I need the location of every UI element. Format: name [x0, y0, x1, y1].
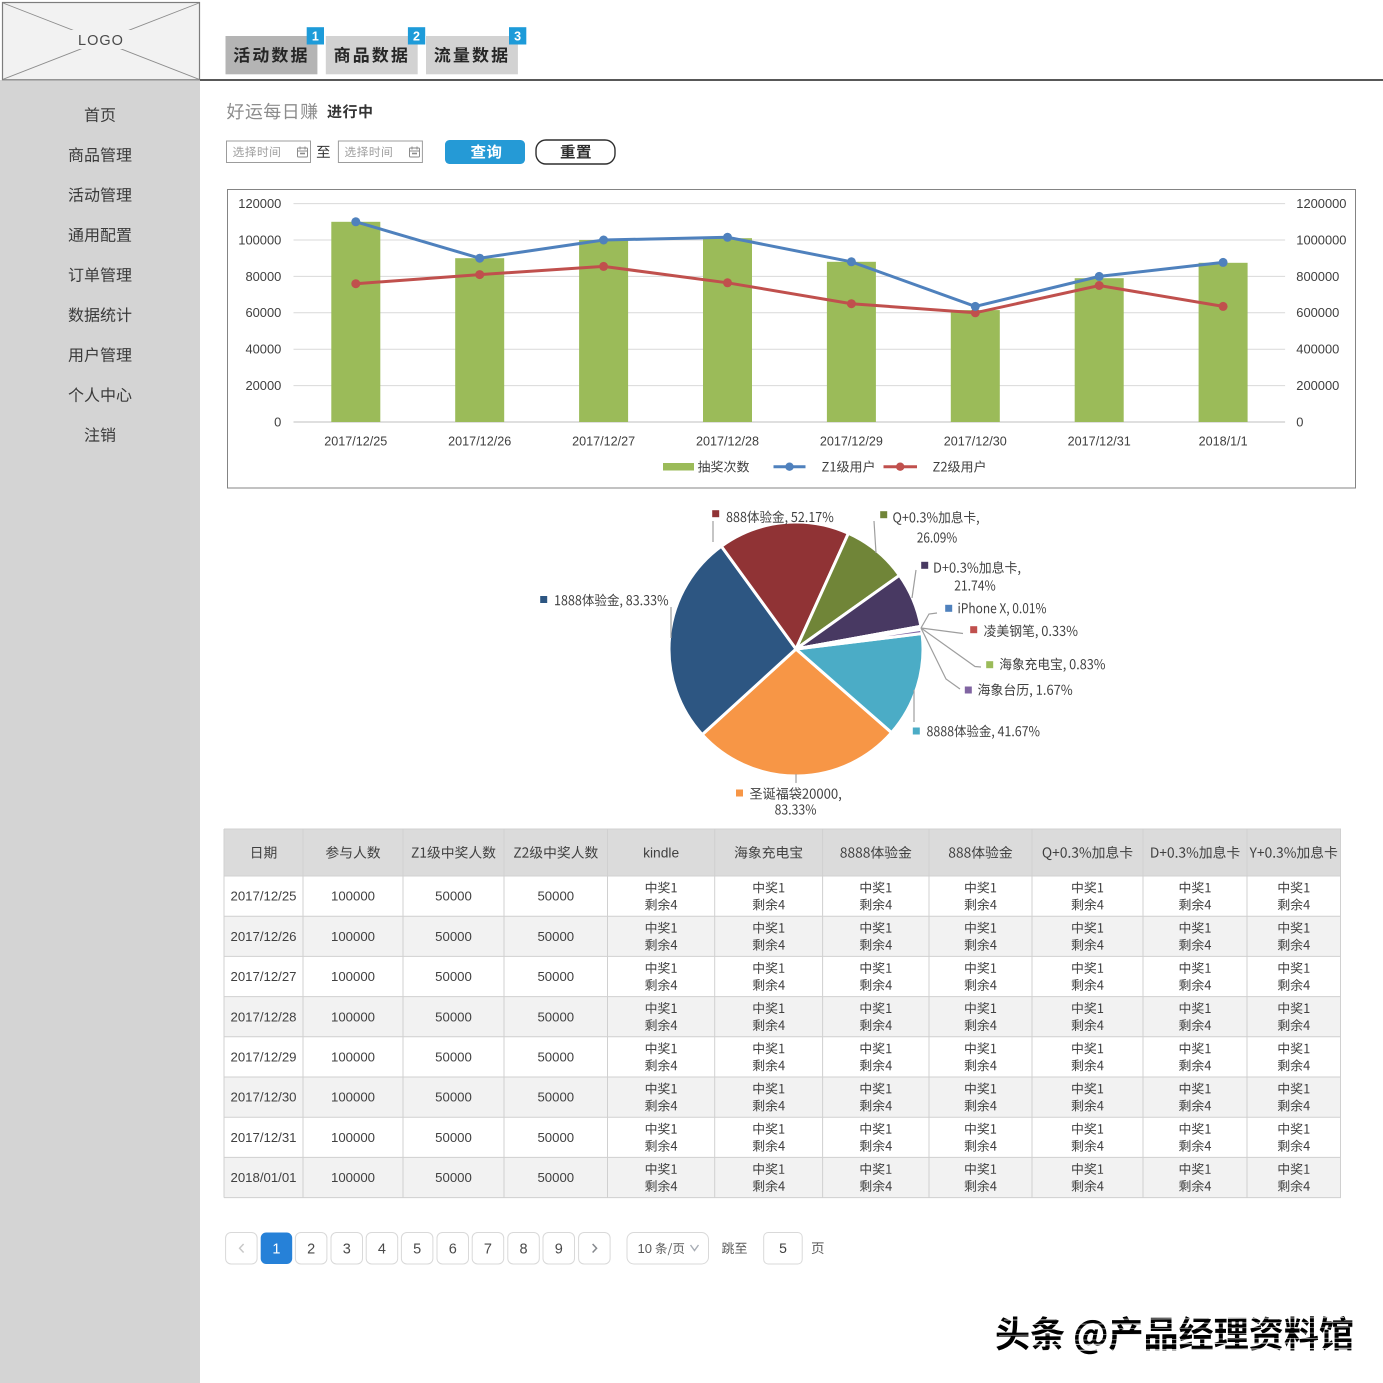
svg-text:2017/12/29: 2017/12/29 — [819, 435, 882, 449]
svg-text:100000: 100000 — [331, 1050, 375, 1065]
svg-text:2018/01/01: 2018/01/01 — [230, 1170, 296, 1185]
svg-text:400000: 400000 — [1296, 342, 1339, 357]
svg-text:2017/12/29: 2017/12/29 — [230, 1050, 296, 1065]
svg-text:2017/12/27: 2017/12/27 — [572, 435, 635, 449]
svg-text:100000: 100000 — [331, 1090, 375, 1105]
svg-text:50000: 50000 — [537, 889, 574, 904]
svg-text:50000: 50000 — [537, 969, 574, 984]
svg-text:50000: 50000 — [435, 1009, 472, 1024]
svg-text:50000: 50000 — [435, 1090, 472, 1105]
svg-text:10: 10 — [638, 1241, 652, 1256]
svg-text:2017/12/25: 2017/12/25 — [324, 435, 387, 449]
svg-text:800000: 800000 — [1296, 269, 1339, 284]
svg-text:50000: 50000 — [435, 969, 472, 984]
svg-text:120000: 120000 — [238, 196, 281, 211]
svg-text:3: 3 — [343, 1242, 351, 1258]
svg-text:100000: 100000 — [331, 969, 375, 984]
svg-text:50000: 50000 — [537, 929, 574, 944]
svg-text:3: 3 — [514, 30, 521, 44]
svg-text:100000: 100000 — [331, 1009, 375, 1024]
svg-text:50000: 50000 — [435, 889, 472, 904]
svg-text:2017/12/31: 2017/12/31 — [1067, 435, 1130, 449]
svg-text:600000: 600000 — [1296, 305, 1339, 320]
svg-text:kindle: kindle — [643, 845, 679, 860]
svg-text:50000: 50000 — [537, 1090, 574, 1105]
svg-text:2018/1/1: 2018/1/1 — [1198, 435, 1247, 449]
svg-text:0: 0 — [274, 414, 281, 429]
svg-text:60000: 60000 — [245, 305, 281, 320]
svg-text:8: 8 — [520, 1242, 528, 1258]
svg-text:50000: 50000 — [435, 1130, 472, 1145]
svg-text:9: 9 — [555, 1242, 563, 1258]
svg-text:1000000: 1000000 — [1296, 232, 1346, 247]
svg-text:80000: 80000 — [245, 269, 281, 284]
svg-text:50000: 50000 — [537, 1050, 574, 1065]
svg-text:6: 6 — [449, 1242, 457, 1258]
svg-text:5: 5 — [779, 1240, 787, 1256]
svg-text:2: 2 — [413, 30, 420, 44]
svg-text:50000: 50000 — [537, 1170, 574, 1185]
svg-text:2017/12/30: 2017/12/30 — [230, 1090, 296, 1105]
svg-text:1: 1 — [272, 1242, 280, 1258]
svg-text:50000: 50000 — [537, 1130, 574, 1145]
svg-text:1: 1 — [312, 30, 319, 44]
svg-text:2017/12/25: 2017/12/25 — [230, 889, 296, 904]
svg-text:100000: 100000 — [238, 232, 281, 247]
svg-text:2017/12/26: 2017/12/26 — [448, 435, 511, 449]
svg-text:2: 2 — [307, 1242, 315, 1258]
svg-text:50000: 50000 — [435, 1170, 472, 1185]
svg-text:2017/12/30: 2017/12/30 — [943, 435, 1006, 449]
svg-text:5: 5 — [413, 1242, 421, 1258]
svg-text:2017/12/31: 2017/12/31 — [230, 1130, 296, 1145]
svg-text:100000: 100000 — [331, 929, 375, 944]
svg-text:2017/12/28: 2017/12/28 — [695, 435, 758, 449]
svg-text:100000: 100000 — [331, 889, 375, 904]
svg-text:2017/12/27: 2017/12/27 — [230, 969, 296, 984]
svg-text:50000: 50000 — [537, 1009, 574, 1024]
svg-text:1200000: 1200000 — [1296, 196, 1346, 211]
svg-text:2017/12/26: 2017/12/26 — [230, 929, 296, 944]
svg-text:7: 7 — [484, 1242, 492, 1258]
svg-text:50000: 50000 — [435, 1050, 472, 1065]
svg-text:4: 4 — [378, 1242, 386, 1258]
svg-text:100000: 100000 — [331, 1130, 375, 1145]
svg-text:40000: 40000 — [245, 342, 281, 357]
svg-text:LOGO: LOGO — [78, 33, 124, 49]
svg-text:0: 0 — [1296, 414, 1303, 429]
svg-text:100000: 100000 — [331, 1170, 375, 1185]
svg-text:20000: 20000 — [245, 378, 281, 393]
svg-text:50000: 50000 — [435, 929, 472, 944]
svg-text:200000: 200000 — [1296, 378, 1339, 393]
svg-text:2017/12/28: 2017/12/28 — [230, 1009, 296, 1024]
